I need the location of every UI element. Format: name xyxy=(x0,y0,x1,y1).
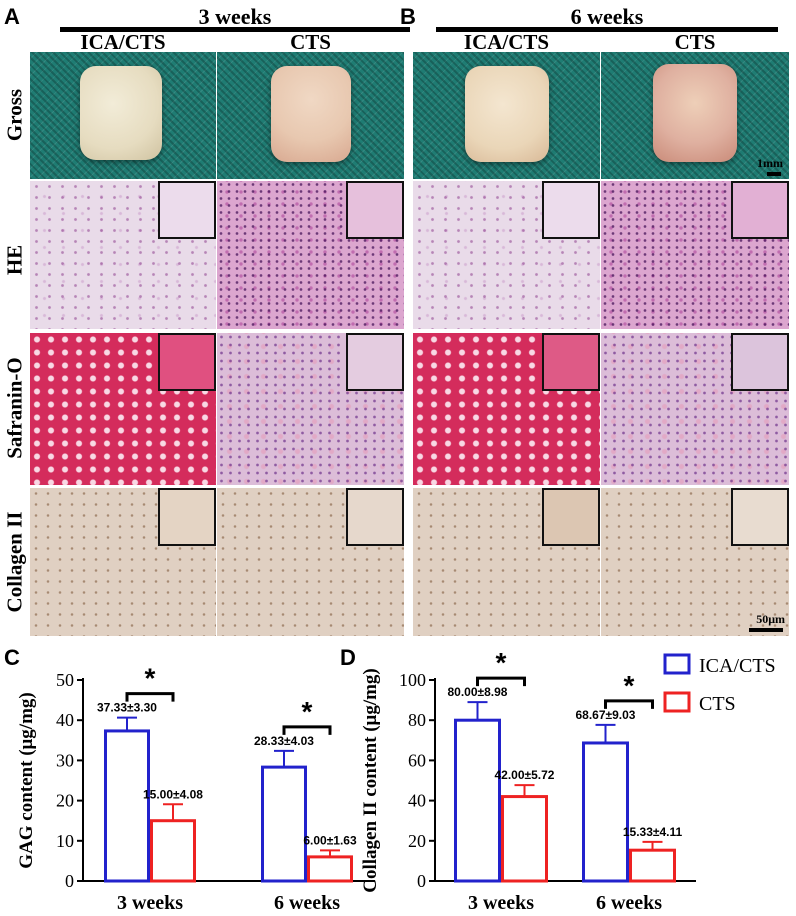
group-title-6-weeks: 6 weeks xyxy=(570,4,644,29)
data-label: 28.33±4.03 xyxy=(254,734,314,748)
row-label-gross: Gross xyxy=(2,88,27,142)
gross-image-ica-cts-3w xyxy=(30,52,216,179)
he-inset-ica-cts-3w xyxy=(158,181,216,239)
data-label: 6.00±1.63 xyxy=(303,833,357,847)
row-label-he: HE xyxy=(2,244,27,276)
y-tick-label: 40 xyxy=(56,710,74,730)
he-image-cts-3w xyxy=(217,181,404,329)
he-image-cts-6w xyxy=(601,181,789,329)
x-tick-label: 6 weeks xyxy=(274,892,340,914)
x-tick-label: 6 weeks xyxy=(596,892,662,914)
collagen-inset-cts-6w xyxy=(731,488,789,546)
chart-gag-content: 0 10 20 30 40 50 GAG content (μg/mg) 37.33±3.30… xyxy=(16,663,375,914)
he-inset-cts-3w xyxy=(346,181,404,239)
y-tick-label: 30 xyxy=(56,750,74,770)
y-tick-label: 20 xyxy=(408,831,426,851)
significance-bracket xyxy=(125,692,175,702)
significance-bracket xyxy=(476,676,526,687)
y-axis-label: GAG content (μg/mg) xyxy=(16,692,37,868)
x-tick-label: 3 weeks xyxy=(117,892,183,914)
column-title-cts-3w: CTS xyxy=(290,30,331,54)
bar-cts xyxy=(501,795,548,883)
safranin-image-cts-3w xyxy=(217,333,404,485)
legend-swatch-ica-cts xyxy=(663,653,691,675)
significance-bracket xyxy=(282,725,332,735)
y-tick-label: 100 xyxy=(399,670,426,690)
he-inset-cts-6w xyxy=(731,181,789,239)
collagen-inset-cts-3w xyxy=(346,488,404,546)
micro-scale-bar xyxy=(749,628,783,632)
safranin-inset-cts-6w xyxy=(731,333,789,391)
collagen-inset-ica-cts-3w xyxy=(158,488,216,546)
safranin-image-ica-cts-3w xyxy=(30,333,216,485)
he-image-ica-cts-6w xyxy=(413,181,600,329)
bar-ica-cts xyxy=(104,729,150,883)
safranin-image-ica-cts-6w xyxy=(413,333,600,485)
y-tick-label: 20 xyxy=(56,791,74,811)
gross-image-cts-3w xyxy=(217,52,404,179)
gross-scale-label: 1mm xyxy=(757,156,783,170)
bar-ica-cts xyxy=(582,741,629,883)
he-inset-ica-cts-6w xyxy=(542,181,600,239)
significance-star: * xyxy=(496,647,507,678)
safranin-inset-ica-cts-6w xyxy=(542,333,600,391)
column-title-cts-6w: CTS xyxy=(674,30,716,54)
collagen-image-cts-3w xyxy=(217,488,404,636)
panel-letter-c: C xyxy=(4,645,20,670)
x-tick-label: 3 weeks xyxy=(468,892,534,914)
y-tick-label: 80 xyxy=(408,710,426,730)
collagen-inset-ica-cts-6w xyxy=(542,488,600,546)
bar-ica-cts xyxy=(454,718,501,883)
y-tick-label: 0 xyxy=(65,871,74,891)
legend-label-cts: CTS xyxy=(699,693,736,715)
gross-scale-bar xyxy=(767,172,781,176)
data-label: 68.67±9.03 xyxy=(576,708,636,722)
collagen-image-ica-cts-6w xyxy=(413,488,600,636)
panel-letter-b: B xyxy=(400,4,416,29)
significance-bracket xyxy=(604,699,654,709)
safranin-inset-ica-cts-3w xyxy=(158,333,216,391)
y-tick-label: 40 xyxy=(408,791,426,811)
y-axis-label: Collagen II content (μg/mg) xyxy=(360,668,381,893)
safranin-image-cts-6w xyxy=(601,333,789,485)
significance-star: * xyxy=(302,696,313,727)
column-title-ica-cts-3w: ICA/CTS xyxy=(80,30,166,54)
panel-letter-a: A xyxy=(4,4,20,29)
row-label-safranin-o: Safranin-O xyxy=(2,357,27,459)
row-label-collagen-ii: Collagen II xyxy=(2,511,27,613)
column-title-ica-cts-6w: ICA/CTS xyxy=(463,30,550,54)
collagen-image-cts-6w: 50μm xyxy=(601,488,789,636)
significance-star: * xyxy=(624,670,635,701)
y-tick-label: 10 xyxy=(56,831,74,851)
y-tick-label: 60 xyxy=(408,750,426,770)
gross-image-cts-6w: 1mm xyxy=(601,52,789,179)
group-bar-6-weeks xyxy=(436,27,778,32)
he-image-ica-cts-3w xyxy=(30,181,216,329)
data-label: 42.00±5.72 xyxy=(495,768,555,782)
legend-swatch-cts xyxy=(663,691,691,713)
data-label: 80.00±8.98 xyxy=(448,685,508,699)
y-tick-label: 0 xyxy=(417,871,426,891)
gross-image-ica-cts-6w xyxy=(413,52,600,179)
collagen-image-ica-cts-3w xyxy=(30,488,216,636)
data-label: 15.33±4.11 xyxy=(623,825,683,839)
data-label: 15.00±4.08 xyxy=(143,787,203,801)
bar-ica-cts xyxy=(261,765,307,883)
safranin-inset-cts-3w xyxy=(346,333,404,391)
bar-cts xyxy=(150,819,196,883)
chart-collagen-ii-content: 0 20 40 60 80 100 Collagen II content (μg/mg) 8… xyxy=(360,647,776,914)
y-tick-label: 50 xyxy=(56,670,74,690)
group-title-3-weeks: 3 weeks xyxy=(198,4,272,29)
significance-star: * xyxy=(145,663,156,694)
group-bar-3-weeks xyxy=(60,27,410,32)
panel-letter-d: D xyxy=(340,645,356,670)
micro-scale-label: 50μm xyxy=(756,612,785,626)
data-label: 37.33±3.30 xyxy=(97,701,157,715)
bar-cts xyxy=(629,848,676,883)
legend-label-ica-cts: ICA/CTS xyxy=(699,655,776,677)
